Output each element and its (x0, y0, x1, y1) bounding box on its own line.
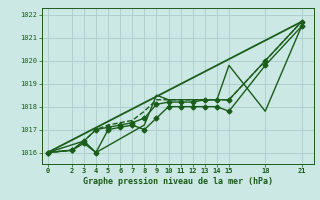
X-axis label: Graphe pression niveau de la mer (hPa): Graphe pression niveau de la mer (hPa) (83, 177, 273, 186)
